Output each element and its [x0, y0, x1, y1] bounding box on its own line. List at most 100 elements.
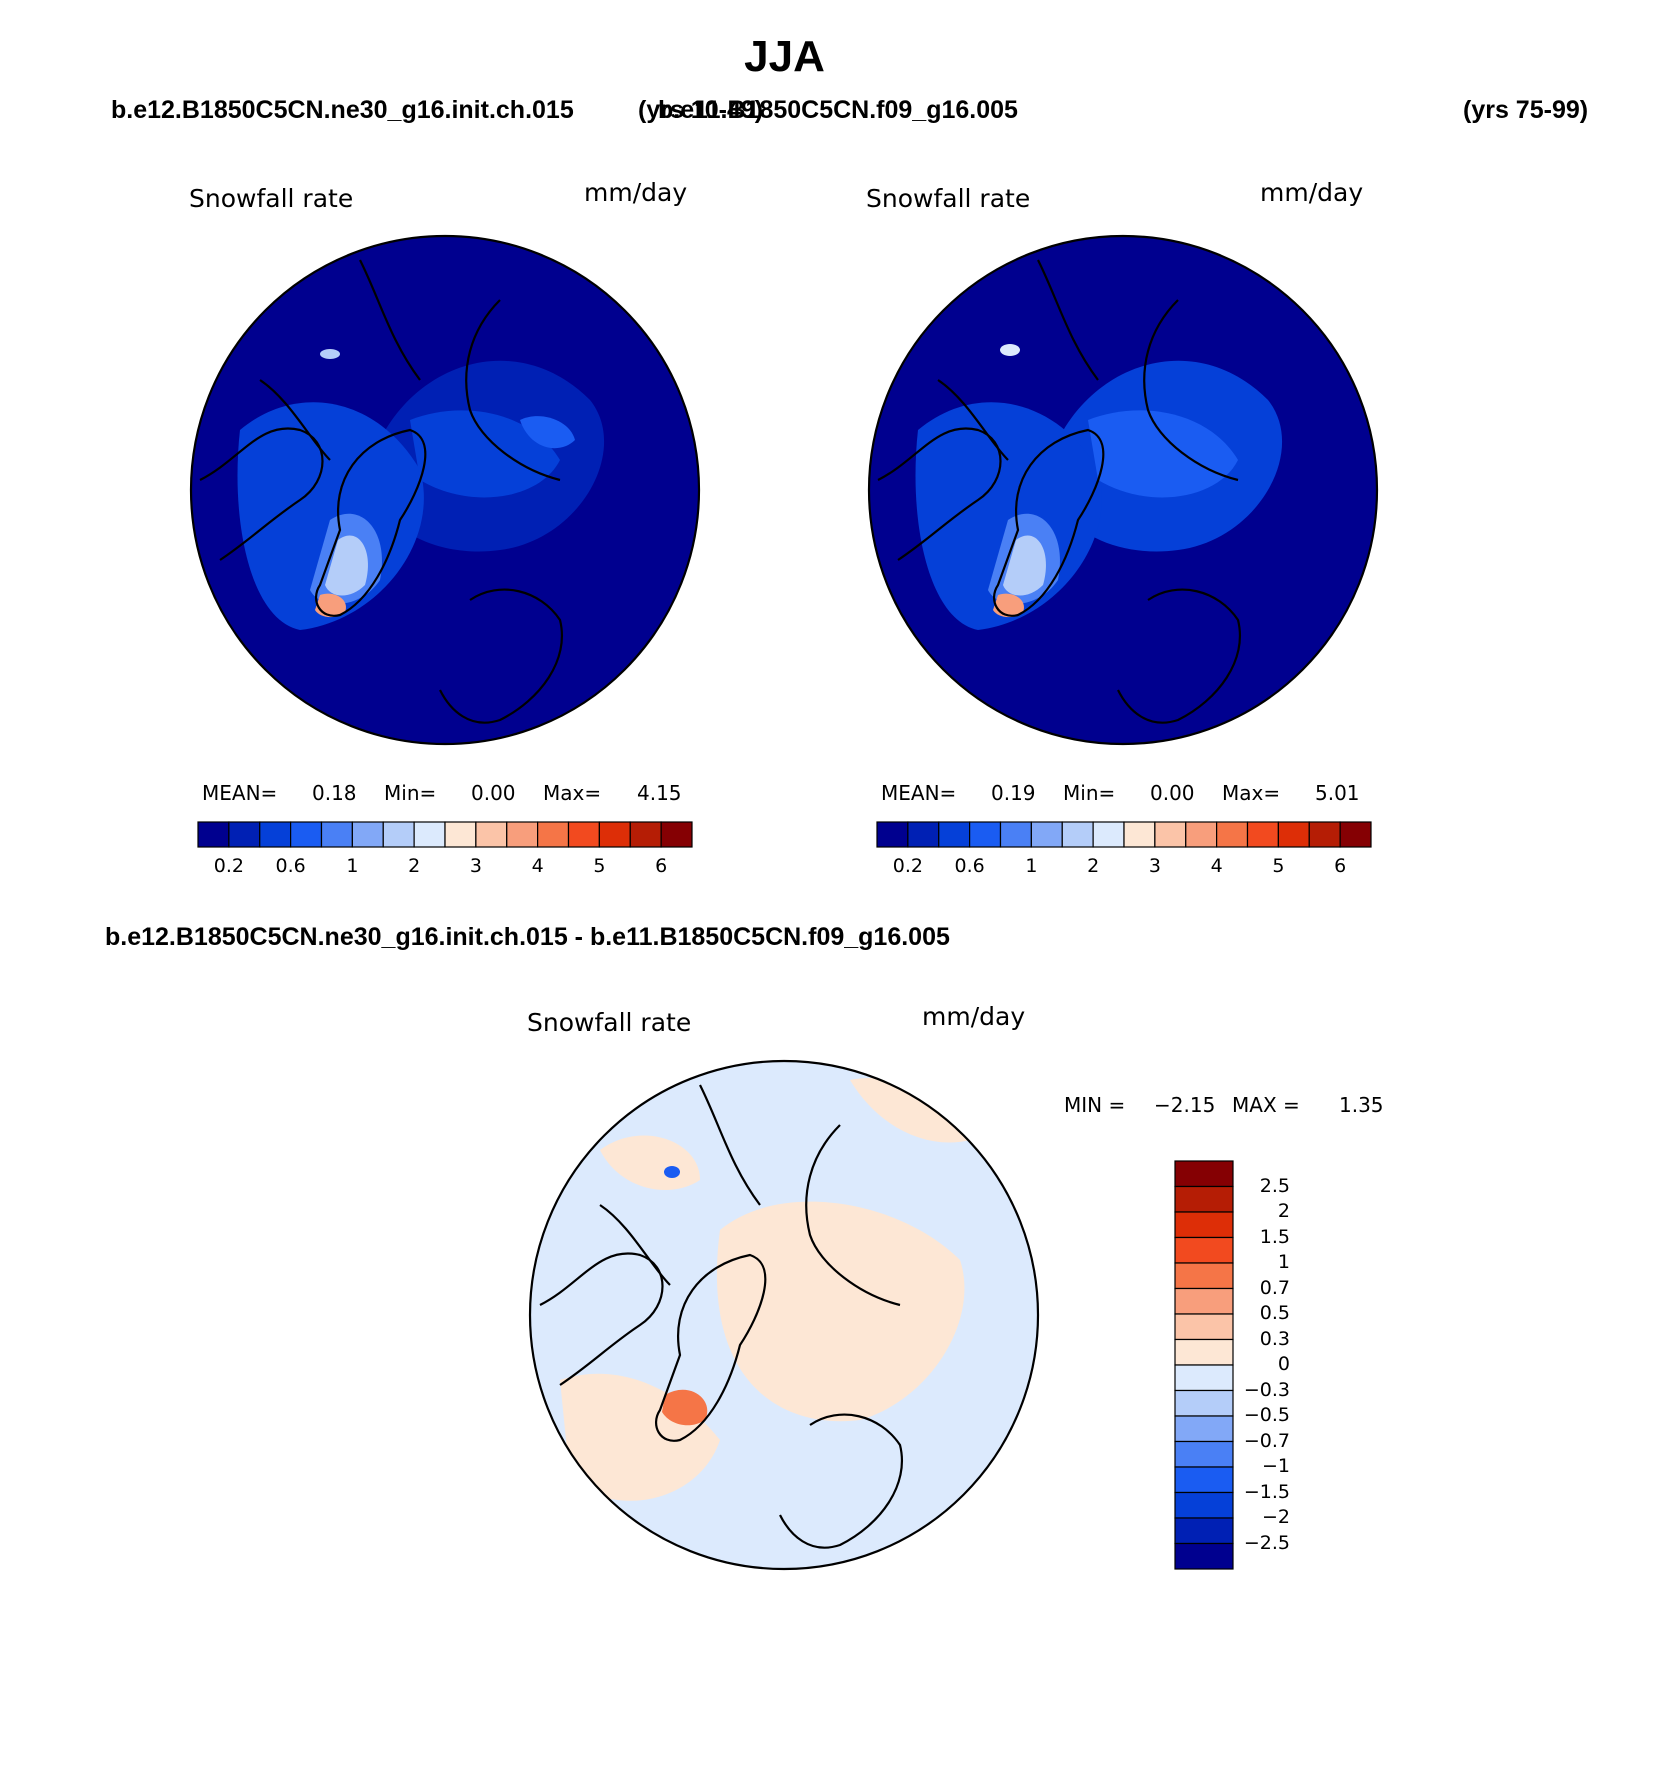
map3-border [528, 1059, 1040, 1571]
colorbar1-tick: 1 [346, 855, 359, 877]
colorbar1-swatch [197, 821, 230, 848]
colorbar3-tick: −0.5 [1243, 1404, 1290, 1426]
case-right-years: (yrs 75-99) [1463, 96, 1589, 124]
colorbar3-tick: −0.7 [1243, 1429, 1290, 1452]
map3-coastlines [539, 1084, 903, 1549]
colorbar3-swatch [1174, 1236, 1234, 1264]
panel1-min-value: 0.00 [471, 781, 516, 805]
case-left-name: b.e12.B1850C5CN.ne30_g16.init.ch.015 [111, 96, 574, 124]
colorbar2-tick: 6 [1334, 855, 1347, 877]
colorbar3-tick: 0 [1277, 1353, 1290, 1375]
colorbar3-swatch [1174, 1185, 1234, 1213]
colorbar1-swatch [351, 821, 384, 848]
colorbar1-tick: 0.2 [213, 855, 244, 877]
colorbar1-swatch [320, 821, 353, 848]
colorbar1-swatch [567, 821, 600, 848]
diff-min-label: MIN = [1064, 1093, 1126, 1117]
colorbar3-tick: 2.5 [1259, 1174, 1290, 1197]
colorbar1-swatch [444, 821, 477, 848]
colorbar2-swatch [1246, 821, 1279, 848]
colorbar2-swatch [1339, 821, 1372, 848]
panel1-max-label: Max= [543, 781, 602, 805]
panel2-title: Snowfall rate [866, 184, 1031, 213]
colorbar3-tick: −2 [1261, 1506, 1290, 1528]
colorbar3-tick: 1 [1277, 1251, 1290, 1273]
colorbar2-swatch [1277, 821, 1310, 848]
colorbar2-tick: 4 [1210, 855, 1223, 877]
colorbar2-tick: 5 [1272, 855, 1285, 877]
colorbar2-swatch [938, 821, 971, 848]
colorbar2-swatch [1123, 821, 1156, 848]
colorbar1-swatch [290, 821, 323, 848]
colorbar2-swatch [1030, 821, 1063, 848]
colorbar2 [876, 821, 1372, 848]
colorbar3-swatch [1174, 1491, 1234, 1519]
map2-field [915, 344, 1283, 630]
diff-min-value: −2.15 [1154, 1093, 1216, 1117]
map1-field [237, 349, 605, 630]
colorbar1-tick: 5 [593, 855, 606, 877]
panel1-min-label: Min= [384, 781, 437, 805]
colorbar1-swatch [475, 821, 508, 848]
map1-coastlines [199, 259, 563, 724]
colorbar3-swatch [1174, 1466, 1234, 1494]
colorbar1-tick: 0.6 [275, 855, 306, 877]
panel2-mean-value: 0.19 [991, 781, 1036, 805]
colorbar1-swatch [629, 821, 662, 848]
diff-title: Snowfall rate [527, 1008, 692, 1037]
colorbar1-swatch [382, 821, 415, 848]
colorbar1-tick: 4 [531, 855, 544, 877]
colorbar3-tick: 0.5 [1259, 1302, 1290, 1324]
map1 [189, 234, 701, 746]
colorbar3-tick: 0.7 [1259, 1276, 1290, 1299]
diff-max-label: MAX = [1232, 1093, 1300, 1117]
colorbar3-swatch [1174, 1517, 1234, 1545]
colorbar3-tick: −1.5 [1243, 1480, 1290, 1503]
panel2-min-value: 0.00 [1150, 781, 1195, 805]
panel2-min-label: Min= [1063, 781, 1116, 805]
main-title: JJA [744, 32, 825, 81]
case-right-name: b.e11.B1850C5CN.f09_g16.005 [658, 96, 1018, 124]
colorbar3-tick: 1.5 [1259, 1225, 1290, 1248]
colorbar3-swatch [1174, 1542, 1234, 1570]
colorbar2-swatch [876, 821, 909, 848]
colorbar2-tick: 1 [1025, 855, 1038, 877]
colorbar2-swatch [1154, 821, 1187, 848]
colorbar2-swatch [999, 821, 1032, 848]
map2-border [867, 234, 1379, 746]
colorbar2-swatch [1092, 821, 1125, 848]
colorbar3-swatch [1174, 1262, 1234, 1290]
panel2-units: mm/day [1260, 178, 1364, 207]
colorbar2-swatch [907, 821, 940, 848]
map2 [867, 234, 1379, 746]
colorbar3-swatch [1174, 1389, 1234, 1417]
colorbar3-tick: −0.3 [1243, 1378, 1290, 1401]
map1-border [189, 234, 701, 746]
panel1-mean-value: 0.18 [312, 781, 357, 805]
colorbar3-tick: 2 [1277, 1200, 1290, 1222]
colorbar1-swatch [259, 821, 292, 848]
colorbar1-tick: 6 [655, 855, 668, 877]
colorbar2-tick: 0.2 [892, 855, 923, 877]
colorbar2-swatch [969, 821, 1002, 848]
colorbar1-tick: 2 [408, 855, 421, 877]
diff-case-title: b.e12.B1850C5CN.ne30_g16.init.ch.015 - b… [105, 923, 950, 951]
colorbar2-swatch [1216, 821, 1249, 848]
map3-field [560, 1078, 970, 1501]
panel1-mean-label: MEAN= [202, 781, 278, 805]
case-left-years: (yrs 10-49) [638, 96, 764, 124]
colorbar1-swatch [506, 821, 539, 848]
map3 [528, 1059, 1040, 1571]
colorbar1-swatch [228, 821, 261, 848]
colorbar1-tick: 3 [469, 855, 482, 877]
diff-units: mm/day [922, 1002, 1026, 1031]
colorbar2-swatch [1308, 821, 1341, 848]
diff-max-value: 1.35 [1339, 1093, 1384, 1117]
map2-coastlines [877, 259, 1241, 724]
colorbar1-swatch [598, 821, 631, 848]
colorbar2-swatch [1185, 821, 1218, 848]
colorbar1-swatch [660, 821, 693, 848]
colorbar1-swatch [537, 821, 570, 848]
colorbar2-tick: 2 [1087, 855, 1100, 877]
